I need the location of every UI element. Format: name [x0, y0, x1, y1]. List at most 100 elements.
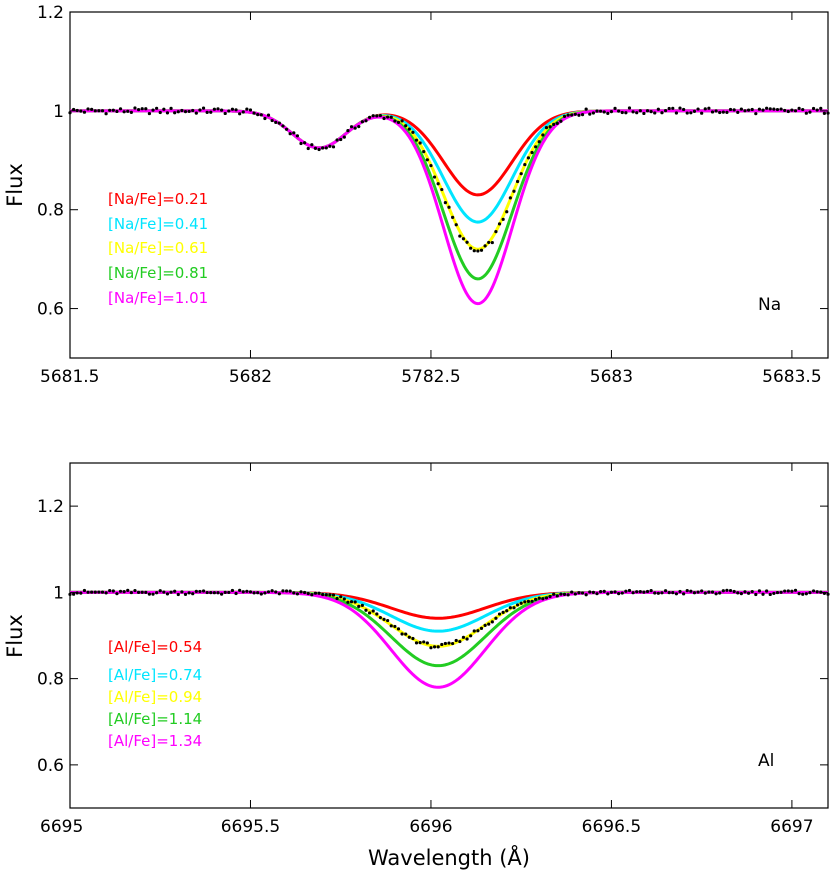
observed-point: [241, 590, 245, 594]
observed-point: [627, 106, 632, 110]
observed-point: [826, 111, 830, 115]
x-tick-label: 6695.5: [221, 817, 280, 837]
observed-point: [306, 146, 310, 151]
observed-point: [721, 110, 725, 114]
observed-point: [588, 590, 592, 594]
observed-point: [454, 638, 458, 643]
observed-point: [772, 107, 776, 111]
observed-point: [93, 590, 97, 594]
observed-point: [284, 589, 289, 593]
observed-point: [721, 589, 725, 593]
na-x-ticks: 5681.5 5682 5782.5 5683 5683.5: [40, 12, 822, 387]
observed-point: [270, 589, 274, 593]
observed-point: [808, 591, 812, 595]
observed-point: [194, 589, 198, 593]
na-plot-frame: [69, 11, 829, 359]
observed-point: [746, 591, 751, 595]
observed-point: [378, 616, 383, 620]
x-tick-label: 6696: [409, 817, 452, 837]
observed-point: [248, 108, 253, 112]
observed-point: [775, 107, 780, 112]
observed-point: [819, 106, 823, 110]
observed-point: [692, 109, 697, 113]
observed-point: [631, 110, 635, 114]
observed-point: [656, 107, 660, 111]
observed-point: [169, 590, 173, 594]
observed-point: [86, 107, 90, 111]
observed-point: [501, 217, 505, 221]
observed-point: [303, 141, 307, 145]
observed-point: [122, 590, 126, 594]
observed-point: [786, 589, 790, 593]
observed-point: [534, 597, 538, 601]
observed-point: [270, 118, 274, 123]
observed-point: [191, 108, 195, 113]
observed-point: [140, 107, 144, 111]
observed-point: [461, 237, 466, 241]
series-line-1-0: [70, 590, 828, 620]
observed-point: [238, 112, 242, 116]
observed-point: [490, 620, 494, 624]
observed-point: [364, 608, 368, 612]
observed-point: [469, 246, 473, 250]
observed-point: [223, 111, 227, 116]
na-y-ticks: 0.6 0.8 1 1.2: [37, 3, 828, 320]
observed-point: [541, 597, 545, 601]
observed-point: [281, 124, 285, 128]
observed-point: [515, 179, 520, 184]
observed-point: [801, 107, 805, 112]
observed-point: [635, 111, 639, 115]
x-tick-label: 5683.5: [762, 367, 821, 387]
observed-point: [151, 108, 155, 112]
observed-point: [595, 592, 599, 596]
observed-point: [682, 107, 686, 112]
observed-point: [479, 248, 484, 252]
observed-point: [230, 107, 235, 111]
na-element-label: Na: [758, 295, 781, 315]
observed-point: [165, 111, 170, 115]
observed-point: [259, 113, 263, 117]
na-legend: [Na/Fe]=0.21 [Na/Fe]=0.41 [Na/Fe]=0.61 [Na/…: [108, 190, 208, 307]
observed-point: [660, 591, 664, 595]
observed-point: [313, 591, 318, 595]
observed-point: [353, 126, 357, 130]
observed-point: [414, 138, 419, 142]
observed-point: [674, 111, 679, 115]
observed-point: [440, 187, 444, 192]
observed-point: [68, 592, 72, 597]
observed-point: [682, 592, 686, 596]
observed-point: [617, 592, 621, 596]
observed-point: [335, 596, 339, 601]
observed-point: [505, 210, 509, 214]
observed-point: [562, 114, 567, 118]
al-observed-points: [68, 588, 830, 650]
observed-point: [826, 592, 830, 596]
observed-point: [663, 109, 668, 113]
observed-point: [151, 592, 155, 596]
observed-point: [548, 125, 552, 129]
observed-point: [425, 641, 429, 645]
observed-point: [700, 589, 704, 593]
observed-point: [775, 590, 780, 595]
observed-point: [811, 106, 816, 111]
observed-point: [310, 593, 314, 597]
observed-point: [292, 591, 296, 595]
observed-point: [599, 109, 603, 113]
observed-point: [515, 603, 520, 607]
observed-point: [252, 111, 256, 115]
observed-point: [754, 112, 758, 116]
observed-point: [400, 119, 404, 123]
observed-point: [104, 112, 108, 116]
legend-entry: [Na/Fe]=0.81: [108, 264, 208, 282]
observed-point: [577, 113, 581, 117]
y-tick-label: 1.2: [37, 497, 64, 517]
observed-point: [490, 240, 494, 245]
series-line-0-0: [70, 109, 828, 197]
observed-point: [447, 641, 451, 645]
observed-point: [642, 111, 646, 116]
observed-point: [660, 111, 664, 115]
observed-point: [310, 143, 314, 147]
observed-point: [313, 146, 318, 150]
observed-point: [212, 107, 216, 111]
observed-point: [804, 111, 808, 115]
